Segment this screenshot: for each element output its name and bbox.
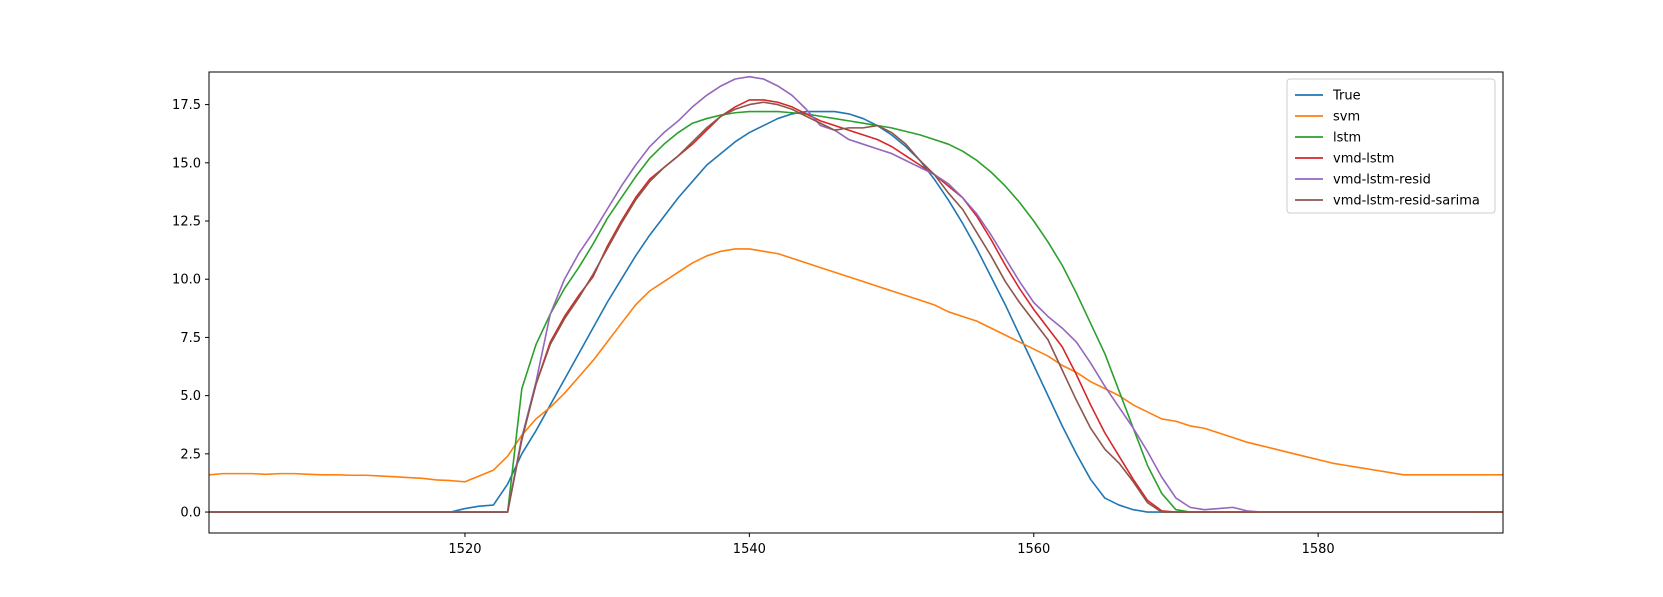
x-tick-label: 1560 — [1017, 542, 1050, 557]
x-axis: 1520 1540 1560 1580 — [448, 533, 1335, 557]
x-tick-label: 1520 — [448, 542, 481, 557]
x-tick-label: 1580 — [1302, 542, 1335, 557]
x-tick-label: 1540 — [733, 542, 766, 557]
legend-entry: True — [1332, 89, 1361, 104]
legend-entry: vmd-lstm-resid-sarima — [1333, 194, 1480, 209]
y-tick-label: 12.5 — [172, 215, 201, 230]
plot-frame — [208, 71, 1504, 534]
series-line-svm — [209, 248, 1503, 483]
series-line-vmd-lstm-resid-sarima — [209, 101, 1503, 513]
y-tick-label: 5.0 — [180, 389, 201, 404]
legend-entry: svm — [1333, 110, 1360, 125]
y-tick-label: 2.5 — [180, 447, 201, 462]
legend-entry: lstm — [1333, 131, 1361, 146]
y-tick-label: 10.0 — [172, 273, 201, 288]
y-tick-label: 15.0 — [172, 156, 201, 171]
y-tick-label: 0.0 — [180, 506, 201, 521]
legend-entry: vmd-lstm — [1333, 152, 1394, 167]
y-tick-label: 7.5 — [180, 331, 201, 346]
legend-entry: vmd-lstm-resid — [1333, 173, 1431, 188]
y-axis: 0.0 2.5 5.0 7.5 10.0 12.5 15.0 17.5 — [172, 98, 209, 521]
legend-box — [1286, 78, 1496, 214]
series-layer — [209, 75, 1503, 513]
legend: True svm lstm vmd-lstm vmd-lstm-resid vmd-lst… — [1286, 78, 1496, 214]
y-tick-label: 17.5 — [172, 98, 201, 113]
